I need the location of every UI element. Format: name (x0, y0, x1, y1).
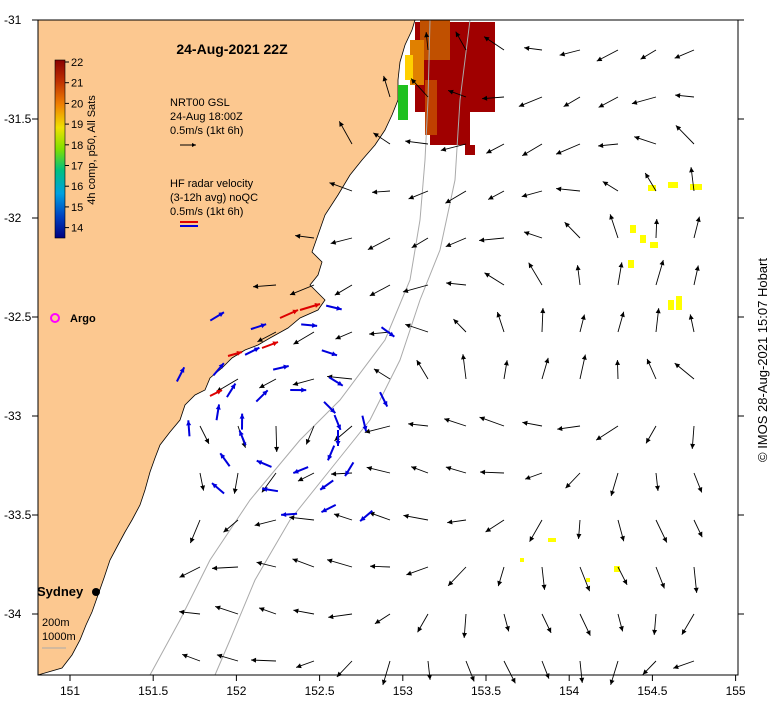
hf-legend-line2: (3-12h avg) noQC (170, 192, 258, 204)
x-tick-label: 152.5 (305, 684, 335, 698)
x-axis: 151 151.5 152 152.5 153 153.5 154 154.5 155 (60, 675, 746, 698)
x-tick-label: 153 (393, 684, 413, 698)
x-tick-label: 154.5 (637, 684, 667, 698)
y-tick-label: -33.5 (4, 508, 32, 522)
colorbar-tick-label: 19 (71, 119, 83, 131)
sydney-label: Sydney (37, 584, 84, 599)
sydney-marker (92, 588, 100, 596)
x-tick-label: 151.5 (138, 684, 168, 698)
colorbar-tick-label: 16 (71, 181, 83, 193)
y-tick-label: -31.5 (4, 112, 32, 126)
y-tick-label: -32.5 (4, 310, 32, 324)
isobath-legend-200: 200m (42, 617, 70, 629)
colorbar-tick-label: 21 (71, 78, 83, 90)
map-title: 24-Aug-2021 22Z (176, 41, 288, 57)
x-tick-label: 151 (60, 684, 80, 698)
x-tick-label: 154 (559, 684, 579, 698)
x-tick-label: 152 (226, 684, 246, 698)
colorbar-tick-label: 15 (71, 202, 83, 214)
y-tick-label: -32 (4, 211, 22, 225)
hf-legend-line1: HF radar velocity (170, 178, 254, 190)
colorbar-tick-label: 14 (71, 223, 83, 235)
colorbar-tick-label: 17 (71, 161, 83, 173)
x-tick-label: 155 (726, 684, 746, 698)
y-tick-label: -31 (4, 13, 22, 27)
colorbar-tick-label: 20 (71, 98, 83, 110)
argo-label: Argo (70, 313, 96, 325)
isobath-legend-1000: 1000m (42, 631, 76, 643)
gsl-legend-line1: NRT00 GSL (170, 97, 230, 109)
gsl-legend-line2: 24-Aug 18:00Z (170, 111, 243, 123)
x-tick-label: 153.5 (471, 684, 501, 698)
colorbar-tick-label: 18 (71, 140, 83, 152)
y-tick-label: -33 (4, 409, 22, 423)
colorbar-tick-label: 22 (71, 57, 83, 69)
gsl-legend-line3: 0.5m/s (1kt 6h) (170, 125, 243, 137)
gsl-arrow-head (382, 679, 387, 685)
colorbar-label: 4h comp, p50, All Sats (86, 95, 98, 205)
y-tick-label: -34 (4, 607, 22, 621)
credit-text: © IMOS 28-Aug-2021 15:07 Hobart (755, 258, 770, 462)
hf-legend-line3: 0.5m/s (1kt 6h) (170, 206, 243, 218)
